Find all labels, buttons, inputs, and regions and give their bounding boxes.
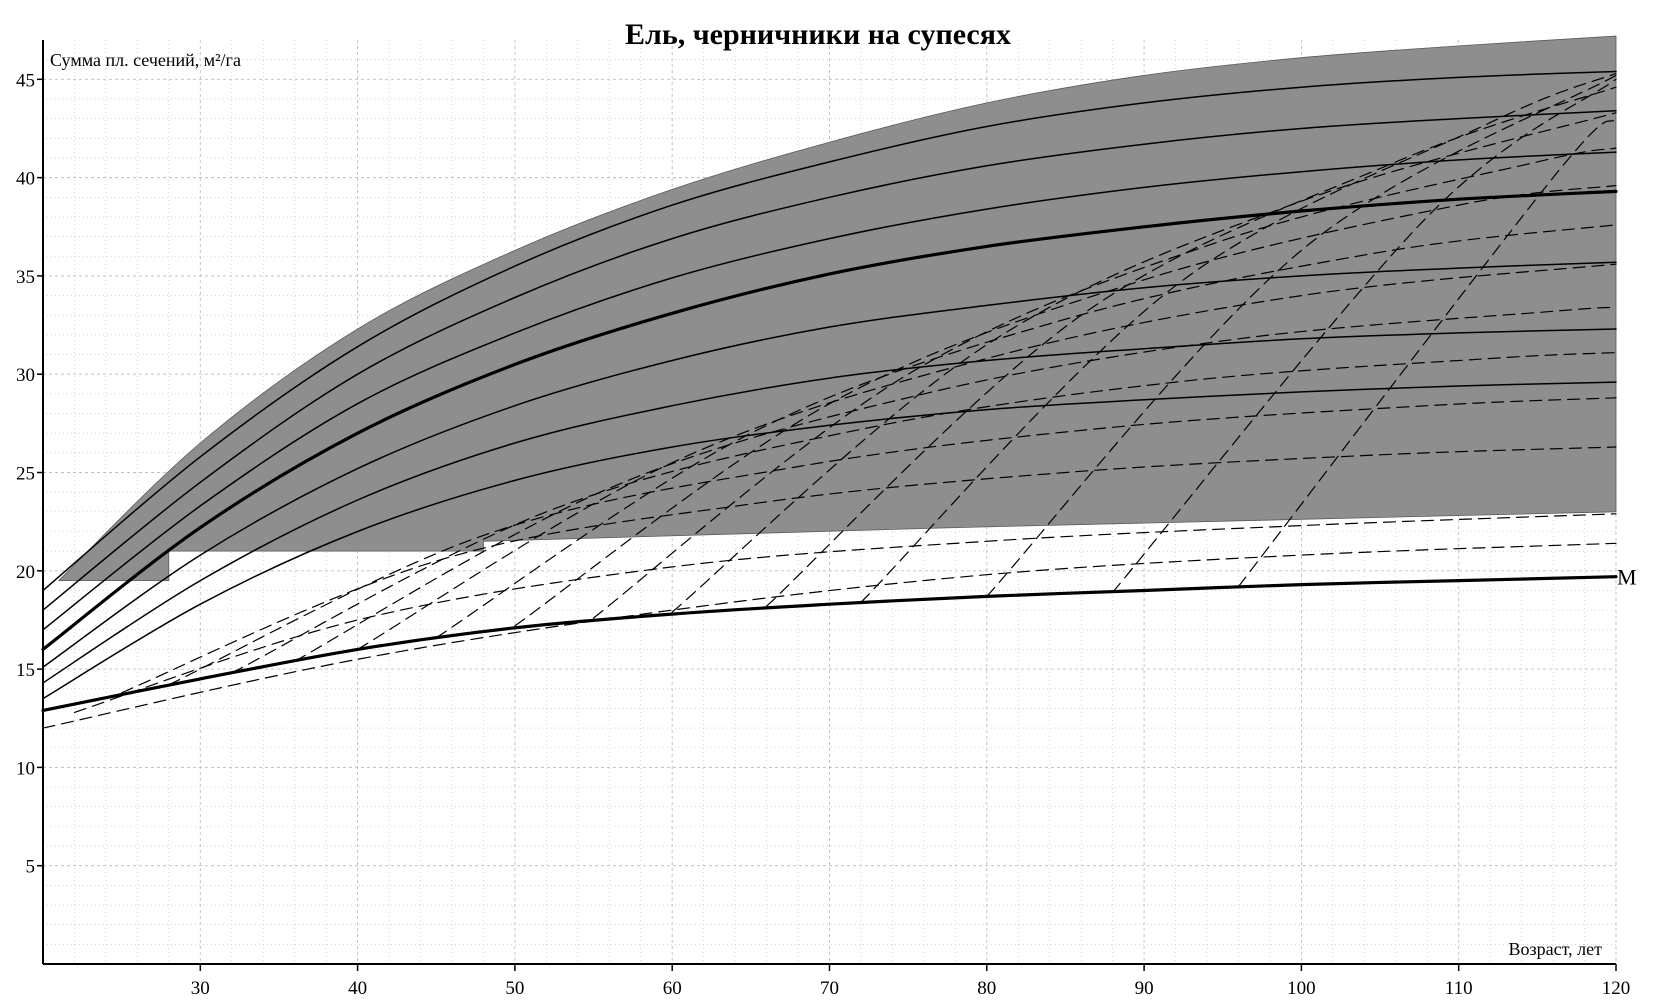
series-line-dashed-23 bbox=[1237, 118, 1617, 588]
y-tick-label: 25 bbox=[16, 464, 35, 485]
x-tick-label: 100 bbox=[1287, 978, 1316, 999]
series-line-dashed-21 bbox=[986, 74, 1617, 597]
y-tick-label: 30 bbox=[16, 365, 35, 386]
series-line-solid-2 bbox=[42, 381, 1617, 700]
series-line-dashed-10 bbox=[121, 446, 1617, 694]
y-axis-label: Сумма пл. сечений, м²/га bbox=[50, 50, 241, 70]
series-lines bbox=[41, 70, 1618, 729]
x-tick-label: 120 bbox=[1602, 978, 1631, 999]
y-tick-label: 35 bbox=[16, 267, 35, 288]
shaded-zone bbox=[57, 35, 1617, 581]
y-tick-label: 45 bbox=[16, 70, 35, 91]
series-line-dashed-15 bbox=[435, 224, 1617, 639]
series-line-dashed-14 bbox=[357, 263, 1617, 650]
series-line-solid-3 bbox=[42, 328, 1617, 684]
y-tick-label: 15 bbox=[16, 660, 35, 681]
series-line-dashed-16 bbox=[514, 184, 1617, 627]
series-line-dashed-9 bbox=[73, 513, 1617, 713]
series-line-dashed-20 bbox=[860, 72, 1617, 603]
y-tick-label: 5 bbox=[26, 857, 36, 878]
chart-title: Ель, черничники на супесях bbox=[625, 18, 1011, 51]
y-tick-label: 20 bbox=[16, 562, 35, 583]
series-line-dashed-12 bbox=[231, 352, 1617, 674]
series-line-dashed-18 bbox=[671, 112, 1617, 613]
series-line-thick-0 bbox=[41, 575, 1618, 712]
series-line-solid-5 bbox=[42, 151, 1617, 631]
x-tick-label: 70 bbox=[820, 978, 839, 999]
series-line-dashed-19 bbox=[766, 86, 1617, 607]
y-tick-label: 40 bbox=[16, 169, 35, 190]
series-line-solid-4 bbox=[42, 261, 1617, 668]
x-tick-label: 90 bbox=[1135, 978, 1154, 999]
series-line-dashed-22 bbox=[1112, 78, 1617, 593]
x-tick-label: 30 bbox=[191, 978, 210, 999]
x-tick-label: 50 bbox=[505, 978, 524, 999]
y-tick-label: 10 bbox=[16, 758, 35, 779]
series-line-thick-1 bbox=[41, 189, 1618, 651]
series-line-solid-7 bbox=[42, 70, 1617, 592]
x-tick-label: 110 bbox=[1445, 978, 1473, 999]
series-line-dashed-11 bbox=[168, 397, 1617, 686]
x-tick-label: 60 bbox=[663, 978, 682, 999]
series-label-m: M bbox=[1617, 565, 1637, 590]
tick-labels: 30 40 50 60 70 80 90 100 110 120 5 10 15 20 25 30 35 40 45 bbox=[16, 70, 1630, 999]
shaded-zone-area bbox=[57, 35, 1617, 581]
series-line-dashed-8 bbox=[42, 542, 1617, 729]
x-tick-label: 40 bbox=[348, 978, 367, 999]
series-line-dashed-17 bbox=[592, 147, 1617, 619]
x-axis-label: Возраст, лет bbox=[1509, 939, 1603, 959]
series-line-solid-6 bbox=[42, 110, 1617, 611]
series-line-dashed-13 bbox=[294, 306, 1617, 662]
x-tick-label: 80 bbox=[977, 978, 996, 999]
